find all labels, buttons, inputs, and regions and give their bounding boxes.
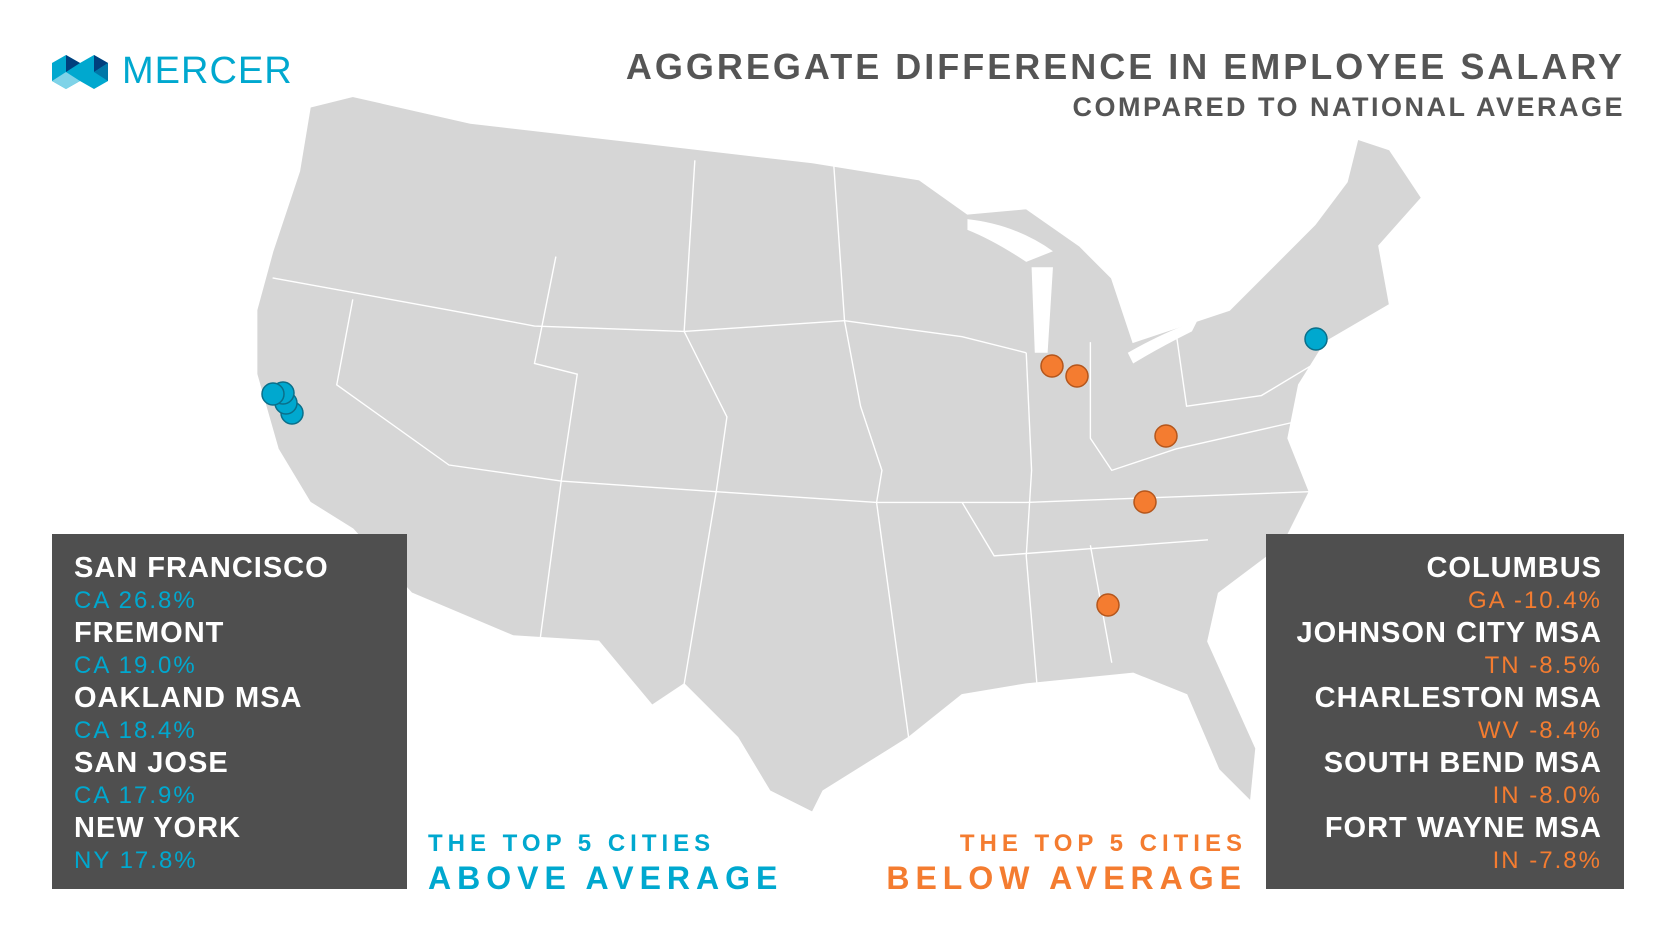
- above-markers: [261, 327, 1328, 425]
- city-value: IN -8.0%: [1492, 782, 1602, 809]
- marker-charleston[interactable]: [1154, 424, 1178, 448]
- city-value: CA 18.4%: [74, 717, 197, 744]
- us-land: [255, 95, 1423, 814]
- city-value: WV -8.4%: [1477, 717, 1602, 744]
- city-value: NY 17.8%: [74, 847, 198, 874]
- caption-bottom: BELOW AVERAGE: [886, 860, 1247, 896]
- mercer-logo-icon: [52, 54, 108, 89]
- caption-top: THE TOP 5 CITIES: [959, 830, 1247, 857]
- city-name: OAKLAND MSA: [74, 682, 303, 714]
- page-title: AGGREGATE DIFFERENCE IN EMPLOYEE SALARY: [625, 46, 1625, 87]
- city-name: SAN JOSE: [74, 747, 229, 779]
- great-lakes: [967, 219, 1198, 364]
- city-value: TN -8.5%: [1484, 652, 1602, 679]
- city-value: CA 17.9%: [74, 782, 197, 809]
- marker-san-francisco[interactable]: [261, 382, 285, 406]
- city-name: SAN FRANCISCO: [74, 552, 329, 584]
- above-average-caption: THE TOP 5 CITIES ABOVE AVERAGE: [428, 830, 783, 897]
- marker-south-bend[interactable]: [1040, 354, 1064, 378]
- city-value: CA 26.8%: [74, 587, 197, 614]
- mercer-logo: MERCER: [52, 50, 293, 93]
- caption-bottom: ABOVE AVERAGE: [428, 860, 784, 896]
- city-name: COLUMBUS: [1426, 552, 1602, 584]
- below-markers: [1040, 354, 1178, 617]
- city-name: JOHNSON CITY MSA: [1296, 617, 1602, 649]
- city-name: FREMONT: [74, 617, 225, 649]
- caption-top: THE TOP 5 CITIES: [428, 830, 716, 857]
- city-value: GA -10.4%: [1467, 587, 1602, 614]
- page-subtitle: COMPARED TO NATIONAL AVERAGE: [1072, 92, 1625, 122]
- above-average-panel: SAN FRANCISCO CA 26.8% FREMONT CA 19.0% …: [52, 534, 407, 889]
- city-name: CHARLESTON MSA: [1314, 682, 1602, 714]
- header: AGGREGATE DIFFERENCE IN EMPLOYEE SALARY …: [626, 46, 1625, 123]
- city-value: IN -7.8%: [1492, 847, 1602, 874]
- below-average-caption: THE TOP 5 CITIES BELOW AVERAGE: [886, 830, 1247, 897]
- marker-columbus[interactable]: [1096, 593, 1120, 617]
- state-borders: [272, 160, 1316, 738]
- marker-fort-wayne[interactable]: [1065, 364, 1089, 388]
- city-name: NEW YORK: [74, 812, 241, 844]
- below-average-panel: COLUMBUS GA -10.4% JOHNSON CITY MSA TN -…: [1266, 534, 1624, 889]
- logo-text: MERCER: [122, 50, 293, 92]
- marker-johnson-city[interactable]: [1133, 490, 1157, 514]
- city-value: CA 19.0%: [74, 652, 197, 679]
- marker-new-york[interactable]: [1304, 327, 1328, 351]
- city-name: SOUTH BEND MSA: [1323, 747, 1602, 779]
- city-name: FORT WAYNE MSA: [1324, 812, 1602, 844]
